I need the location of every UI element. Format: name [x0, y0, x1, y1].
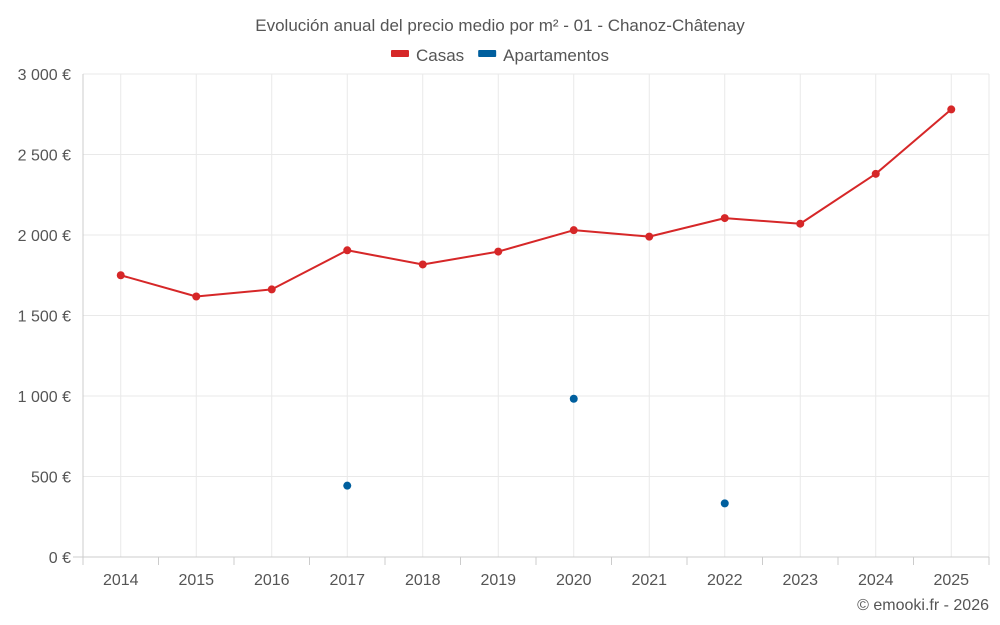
- data-point[interactable]: [796, 219, 805, 228]
- series-layer: [116, 105, 956, 508]
- series-line: [120, 108, 952, 298]
- y-tick-label: 1 000 €: [18, 389, 71, 406]
- data-point[interactable]: [569, 226, 578, 235]
- data-point[interactable]: [418, 260, 427, 269]
- y-tick-label: 3 000 €: [18, 67, 71, 84]
- data-point[interactable]: [343, 481, 352, 490]
- chart-title: Evolución anual del precio medio por m² …: [255, 16, 745, 35]
- data-point[interactable]: [116, 271, 125, 280]
- axes: 0 € 500 € 1 000 € 1 500 € 2 000 € 2 500 € 3 00…: [18, 67, 990, 589]
- x-tick-label: 2023: [782, 572, 818, 589]
- x-tick-label: 2021: [631, 572, 667, 589]
- series-casas[interactable]: [116, 105, 956, 301]
- y-tick-label: 500 €: [31, 470, 71, 487]
- x-tick-label: 2025: [933, 572, 969, 589]
- credit-text: © emooki.fr - 2026: [857, 597, 989, 614]
- data-point[interactable]: [343, 246, 352, 255]
- x-tick-label: 2019: [480, 572, 516, 589]
- legend-swatch: [390, 50, 409, 57]
- y-tick-label: 2 500 €: [18, 148, 71, 165]
- data-point[interactable]: [569, 394, 578, 403]
- x-tick-label: 2022: [707, 572, 743, 589]
- data-point[interactable]: [192, 292, 201, 301]
- legend-swatch: [478, 50, 497, 57]
- data-point[interactable]: [645, 232, 654, 241]
- legend-item-apartamentos[interactable]: Apartamentos: [478, 46, 609, 65]
- series-apartamentos[interactable]: [343, 394, 729, 508]
- legend-label: Casas: [416, 46, 464, 65]
- y-tick-label: 1 500 €: [18, 309, 71, 326]
- grid: [83, 73, 990, 557]
- x-tick-label: 2017: [329, 572, 365, 589]
- data-point[interactable]: [871, 169, 880, 178]
- legend-item-casas[interactable]: Casas: [390, 46, 464, 65]
- data-point[interactable]: [720, 214, 729, 223]
- x-tick-label: 2024: [858, 572, 894, 589]
- data-point[interactable]: [947, 105, 956, 114]
- x-tick-label: 2016: [254, 572, 290, 589]
- x-tick-label: 2014: [103, 572, 139, 589]
- data-point[interactable]: [494, 247, 503, 256]
- x-tick-label: 2015: [178, 572, 214, 589]
- y-tick-label: 2 000 €: [18, 228, 71, 245]
- x-tick-label: 2018: [405, 572, 441, 589]
- data-point[interactable]: [267, 285, 276, 294]
- data-point[interactable]: [720, 499, 729, 508]
- legend-label: Apartamentos: [503, 46, 609, 65]
- legend[interactable]: Casas Apartamentos: [390, 46, 609, 65]
- y-tick-label: 0 €: [49, 550, 71, 567]
- x-tick-label: 2020: [556, 572, 592, 589]
